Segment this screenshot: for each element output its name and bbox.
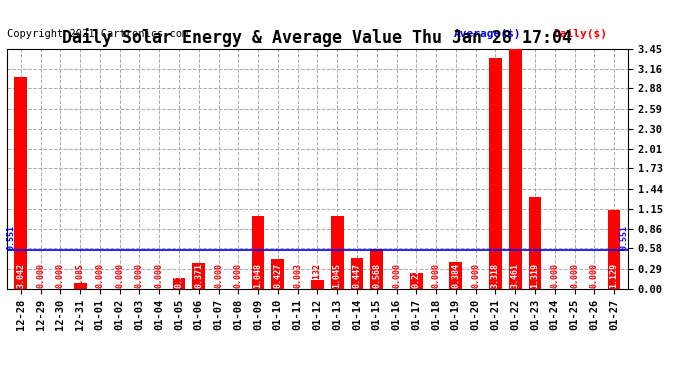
Bar bbox=[489, 58, 502, 289]
Text: 0.000: 0.000 bbox=[56, 263, 65, 288]
Bar bbox=[74, 283, 86, 289]
Text: 0.447: 0.447 bbox=[353, 263, 362, 288]
Bar bbox=[271, 259, 284, 289]
Text: Average($): Average($) bbox=[454, 29, 522, 39]
Text: 0.427: 0.427 bbox=[273, 263, 282, 288]
Text: Copyright 2021 Cartronics.com: Copyright 2021 Cartronics.com bbox=[7, 29, 188, 39]
Text: 0.085: 0.085 bbox=[76, 263, 85, 288]
Text: 0.000: 0.000 bbox=[95, 263, 104, 288]
Text: 0.551: 0.551 bbox=[6, 225, 15, 250]
Text: 0.000: 0.000 bbox=[155, 263, 164, 288]
Bar bbox=[351, 258, 364, 289]
Text: 1.048: 1.048 bbox=[253, 263, 263, 288]
Text: 1.129: 1.129 bbox=[609, 263, 618, 288]
Bar bbox=[371, 249, 383, 289]
Text: 0.160: 0.160 bbox=[175, 263, 184, 288]
Text: 3.318: 3.318 bbox=[491, 263, 500, 288]
Bar bbox=[172, 278, 186, 289]
Bar bbox=[14, 77, 27, 289]
Text: 0.384: 0.384 bbox=[451, 263, 460, 288]
Text: 0.000: 0.000 bbox=[550, 263, 559, 288]
Text: 0.003: 0.003 bbox=[293, 263, 302, 288]
Bar bbox=[410, 273, 423, 289]
Text: Daily($): Daily($) bbox=[553, 29, 607, 39]
Bar bbox=[252, 216, 264, 289]
Bar bbox=[608, 210, 620, 289]
Text: 0.000: 0.000 bbox=[214, 263, 223, 288]
Text: 0.000: 0.000 bbox=[36, 263, 45, 288]
Title: Daily Solar Energy & Average Value Thu Jan 28 17:04: Daily Solar Energy & Average Value Thu J… bbox=[62, 28, 573, 47]
Text: 0.000: 0.000 bbox=[234, 263, 243, 288]
Bar bbox=[509, 48, 522, 289]
Text: 1.045: 1.045 bbox=[333, 263, 342, 288]
Text: 0.000: 0.000 bbox=[392, 263, 401, 288]
Bar bbox=[193, 263, 205, 289]
Text: 0.371: 0.371 bbox=[195, 263, 204, 288]
Text: 3.461: 3.461 bbox=[511, 263, 520, 288]
Text: 0.000: 0.000 bbox=[471, 263, 480, 288]
Bar bbox=[311, 280, 324, 289]
Bar bbox=[529, 197, 542, 289]
Text: 0.225: 0.225 bbox=[412, 263, 421, 288]
Text: 0.000: 0.000 bbox=[431, 263, 440, 288]
Bar bbox=[449, 262, 462, 289]
Text: 3.042: 3.042 bbox=[17, 263, 26, 288]
Text: 0.000: 0.000 bbox=[590, 263, 599, 288]
Text: 0.000: 0.000 bbox=[570, 263, 579, 288]
Text: 0.132: 0.132 bbox=[313, 263, 322, 288]
Text: 0.551: 0.551 bbox=[620, 225, 629, 250]
Bar bbox=[331, 216, 344, 289]
Text: 0.000: 0.000 bbox=[115, 263, 124, 288]
Text: 0.000: 0.000 bbox=[135, 263, 144, 288]
Text: 0.568: 0.568 bbox=[372, 263, 382, 288]
Text: 1.319: 1.319 bbox=[531, 263, 540, 288]
